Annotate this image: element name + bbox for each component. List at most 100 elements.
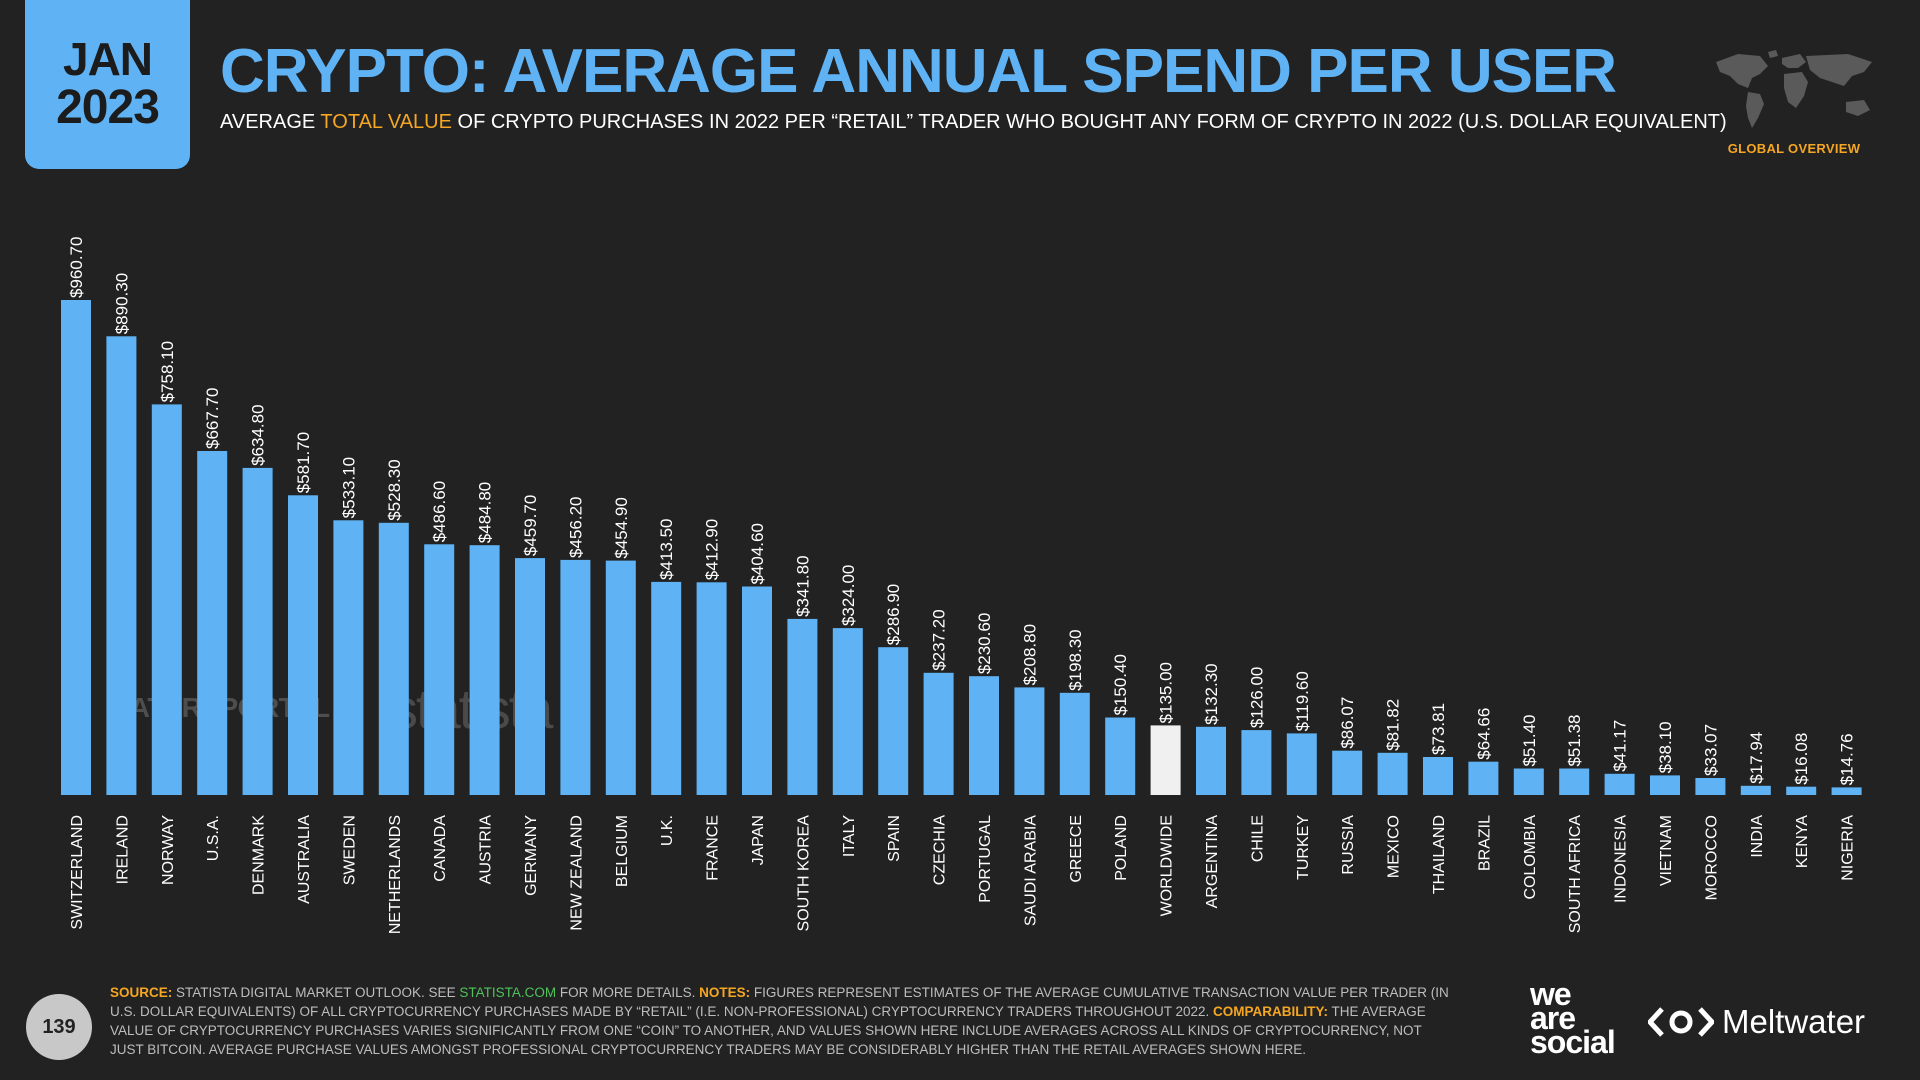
bar-russia (1332, 750, 1363, 795)
category-label: WORLDWIDE (1159, 815, 1176, 916)
bar-south-korea (787, 618, 818, 795)
category-label: IRELAND (114, 815, 131, 884)
meltwater-logo: Meltwater (1648, 1003, 1865, 1041)
bar-germany (515, 558, 545, 795)
category-label: CANADA (432, 815, 449, 882)
bar-czechia (923, 672, 954, 795)
category-label: SOUTH AFRICA (1567, 815, 1584, 934)
meltwater-icon (1648, 1007, 1714, 1037)
logo-are: are (1530, 1000, 1576, 1036)
bar-indonesia (1604, 773, 1635, 795)
category-label: GREECE (1068, 815, 1085, 883)
bar-sweden (333, 520, 364, 795)
category-label: RUSSIA (1340, 815, 1357, 875)
value-label: $528.30 (385, 459, 404, 520)
bar-chile (1241, 730, 1272, 795)
value-label: $667.70 (203, 388, 222, 449)
value-label: $960.70 (67, 237, 86, 298)
category-label: NORWAY (160, 815, 177, 885)
category-label: COLOMBIA (1522, 815, 1539, 900)
bar-canada (424, 544, 455, 795)
category-label: THAILAND (1431, 815, 1448, 894)
bar-saudi-arabia (1014, 687, 1045, 795)
bar-argentina (1196, 726, 1226, 795)
comparability-label: COMPARABILITY: (1213, 1004, 1328, 1019)
value-label: $484.80 (476, 482, 495, 543)
value-label: $81.82 (1384, 699, 1403, 751)
bar-morocco (1695, 778, 1726, 795)
bar-greece (1059, 692, 1090, 795)
category-label: SPAIN (886, 815, 903, 862)
bar-brazil (1468, 761, 1499, 795)
bar-japan (742, 586, 772, 795)
value-label: $51.40 (1520, 715, 1539, 767)
value-label: $459.70 (521, 495, 540, 556)
category-label: SOUTH KOREA (795, 815, 812, 932)
value-label: $14.76 (1838, 733, 1857, 785)
category-label: U.K. (659, 815, 676, 846)
bar-netherlands (378, 522, 409, 795)
category-label: GERMANY (523, 815, 540, 896)
value-label: $51.38 (1565, 715, 1584, 767)
category-label: SWITZERLAND (69, 815, 86, 930)
global-overview-label: GLOBAL OVERVIEW (1727, 141, 1861, 156)
bar-chart: $960.70 SWITZERLAND $890.30 IRELAND $758.10 N… (61, 237, 1862, 934)
footnote: SOURCE: STATISTA DIGITAL MARKET OUTLOOK.… (110, 983, 1450, 1059)
category-label: NETHERLANDS (387, 815, 404, 934)
bar-australia (288, 495, 318, 795)
category-label: MEXICO (1386, 815, 1403, 878)
value-label: $64.66 (1474, 708, 1493, 760)
date-badge: JAN 2023 (25, 0, 190, 169)
value-label: $16.08 (1792, 733, 1811, 785)
value-label: $634.80 (249, 404, 268, 465)
bar-worldwide (1150, 725, 1181, 795)
category-label: JAPAN (750, 815, 767, 865)
category-label: FRANCE (705, 815, 722, 881)
bar-denmark (242, 467, 273, 795)
date-year: 2023 (56, 80, 160, 134)
bar-u-k (651, 581, 682, 795)
category-label: POLAND (1113, 815, 1130, 881)
category-label: CHILE (1249, 815, 1266, 862)
value-label: $73.81 (1429, 703, 1448, 755)
value-label: $454.90 (612, 497, 631, 558)
value-label: $33.07 (1701, 724, 1720, 776)
category-label: TURKEY (1295, 815, 1312, 880)
bar-switzerland (61, 300, 91, 795)
value-label: $758.10 (158, 341, 177, 402)
bar-new-zealand (560, 559, 591, 795)
subtitle-highlight: TOTAL VALUE (320, 111, 452, 133)
value-label: $533.10 (339, 457, 358, 518)
value-label: $412.90 (703, 519, 722, 580)
category-label: NIGERIA (1840, 815, 1857, 881)
bar-thailand (1423, 757, 1453, 795)
category-label: KENYA (1794, 815, 1811, 868)
bar-colombia (1513, 768, 1544, 795)
value-label: $41.17 (1611, 720, 1630, 772)
category-label: U.S.A. (205, 815, 222, 861)
bar-norway (151, 404, 182, 795)
bar-turkey (1286, 733, 1317, 795)
bar-u-s-a (197, 451, 228, 795)
value-label: $237.20 (930, 609, 949, 670)
value-label: $135.00 (1157, 662, 1176, 723)
notes-label: NOTES: (699, 985, 751, 1000)
value-label: $890.30 (112, 273, 131, 334)
value-label: $86.07 (1338, 697, 1357, 749)
category-label: ITALY (841, 815, 858, 857)
category-label: VIETNAM (1658, 815, 1675, 886)
value-label: $581.70 (294, 432, 313, 493)
bar-nigeria (1831, 787, 1862, 795)
value-label: $126.00 (1247, 667, 1266, 728)
bar-poland (1105, 717, 1136, 795)
value-label: $456.20 (566, 496, 585, 557)
source-link[interactable]: STATISTA.COM (459, 985, 557, 1000)
subtitle-pre: AVERAGE (220, 111, 321, 133)
bar-mexico (1377, 752, 1408, 795)
bar-kenya (1786, 786, 1817, 795)
value-label: $486.60 (430, 481, 449, 542)
value-label: $150.40 (1111, 654, 1130, 715)
comparability-text: THE AVERAGE VALUE OF CRYPTOCURRENCY PURC… (110, 1004, 1426, 1057)
page-title: CRYPTO: AVERAGE ANNUAL SPEND PER USER (220, 37, 1617, 106)
category-label: SWEDEN (341, 815, 358, 885)
